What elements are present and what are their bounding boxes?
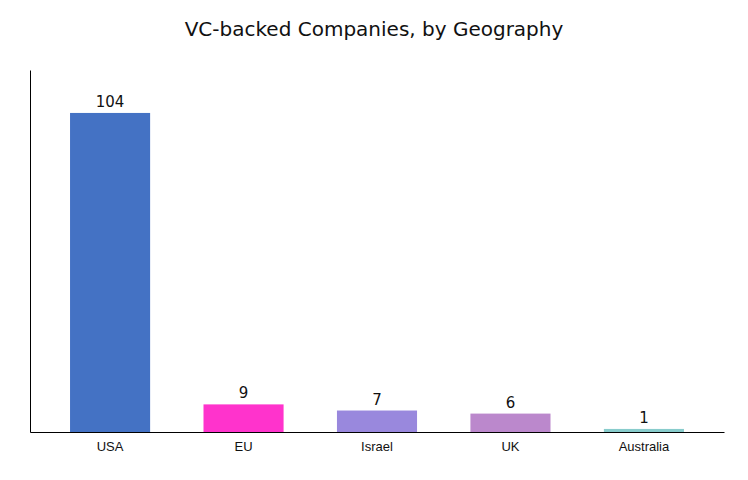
data-label: 7 <box>372 391 382 409</box>
x-tick: EU <box>235 439 253 454</box>
data-label: 104 <box>96 93 125 111</box>
x-tick-label: USA <box>97 439 124 454</box>
x-tick: Australia <box>619 439 670 454</box>
bar <box>604 429 684 432</box>
bars <box>70 113 684 432</box>
x-tick: Israel <box>361 439 393 454</box>
x-tick-label: UK <box>501 439 519 454</box>
data-label: 6 <box>506 394 516 412</box>
data-label: 1 <box>639 409 649 427</box>
data-label: 9 <box>239 384 249 402</box>
x-tick-label: EU <box>235 439 253 454</box>
chart-svg: VC-backed Companies, by Geography1049761… <box>0 0 748 480</box>
x-tick-label: Australia <box>619 439 670 454</box>
data-labels: 104 9 7 6 1 <box>96 93 649 427</box>
bar <box>204 404 284 432</box>
x-tick-label: Israel <box>361 439 393 454</box>
x-tick: USA <box>97 439 124 454</box>
y-axis-line <box>30 71 31 433</box>
x-axis: USA EU Israel UK Australia <box>31 433 725 455</box>
chart-container: VC-backed Companies, by Geography1049761… <box>0 0 748 480</box>
plot-area: 104 9 7 6 1 USA EU Israel UK Australia <box>31 71 725 455</box>
bar <box>337 411 417 432</box>
x-tick: UK <box>501 439 519 454</box>
bar <box>70 113 150 432</box>
chart-title: VC-backed Companies, by Geography <box>185 17 564 41</box>
bar <box>470 414 550 432</box>
x-axis-line <box>31 432 725 433</box>
y-axis <box>30 71 31 433</box>
